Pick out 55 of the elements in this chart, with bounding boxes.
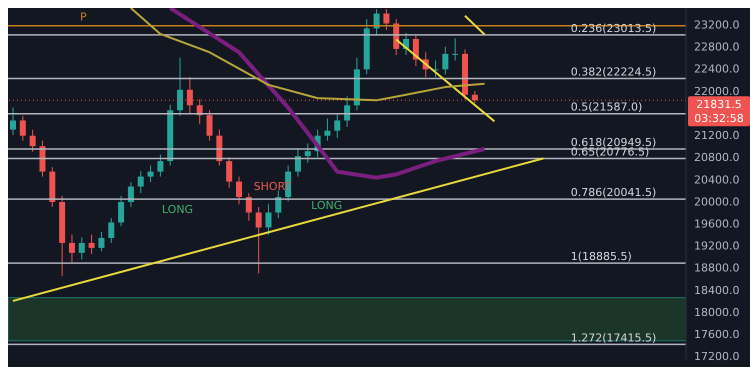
y-tick-label: 21200.0 <box>694 129 740 142</box>
candlestick <box>118 195 124 227</box>
y-tick-label: 17200.0 <box>694 350 740 364</box>
candlestick <box>226 156 232 188</box>
candlestick <box>246 192 252 222</box>
candlestick <box>68 234 75 263</box>
candlestick <box>88 234 95 254</box>
y-tick-label: 18000.0 <box>694 306 740 319</box>
candlestick <box>108 218 114 244</box>
ref-line-label: 0.786(20041.5) <box>570 186 656 200</box>
y-tick-label: 20800.0 <box>694 151 740 164</box>
candlestick <box>206 110 213 142</box>
candlestick <box>256 206 262 274</box>
ref-line-label: P <box>80 10 87 24</box>
y-tick-label: 17600.0 <box>694 328 740 342</box>
y-tick-label: 22400.0 <box>694 62 740 76</box>
ref-line-label: 1.272(17415.5) <box>570 331 656 344</box>
y-tick-label: 23200.0 <box>694 18 740 32</box>
candlestick <box>148 165 154 183</box>
y-tick-label: 20400.0 <box>694 173 740 186</box>
candlestick <box>177 57 184 116</box>
candlestick <box>98 231 104 252</box>
candlestick <box>20 115 26 142</box>
candlestick <box>236 176 242 205</box>
y-tick-label: 22800.0 <box>694 40 740 54</box>
candlestick <box>334 112 340 138</box>
line-series <box>130 8 486 102</box>
y-tick-label: 18800.0 <box>694 262 740 275</box>
candlestick <box>265 204 272 236</box>
ref-line-label: 0.5(21587.0) <box>570 100 642 114</box>
candlestick <box>10 106 16 136</box>
y-tick-label: 19600.0 <box>694 217 740 230</box>
line-series <box>168 8 487 180</box>
text: 03:32:58 <box>694 112 744 126</box>
candlestick <box>383 8 390 31</box>
ref-line-label: 1(18885.5) <box>570 250 632 264</box>
candlestick <box>157 154 164 178</box>
candlestick <box>324 118 330 142</box>
ref-line-label: 21831.5 <box>696 98 742 112</box>
candlestick <box>294 148 301 178</box>
y-tick-label: 20000.0 <box>694 195 740 208</box>
candlestick <box>78 236 85 260</box>
candlestick <box>275 190 282 219</box>
annotation: LONG <box>162 202 194 216</box>
y-tick-label: 19200.0 <box>694 240 740 253</box>
ref-line-label: 0.382(22224.5) <box>570 66 656 79</box>
y-tick-label: 18400.0 <box>694 284 740 297</box>
annotation: LONG <box>311 199 342 212</box>
candlestick <box>138 170 144 194</box>
y-tick-label: 22000.0 <box>694 84 740 98</box>
candlestick <box>442 46 448 75</box>
candlestick <box>304 142 311 164</box>
candlestick <box>30 129 36 152</box>
candlestick <box>452 38 458 62</box>
candlestick <box>128 182 134 208</box>
